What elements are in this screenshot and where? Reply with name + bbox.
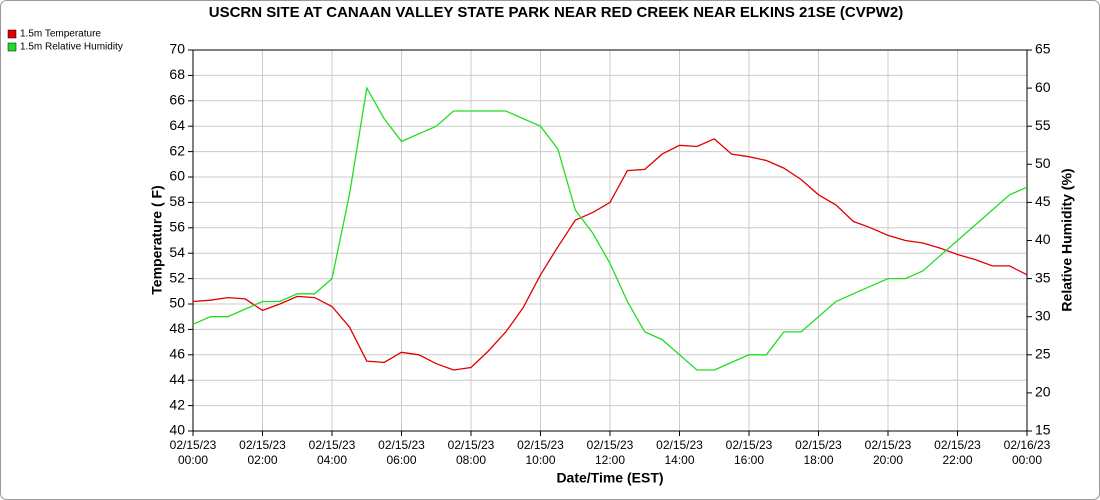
x-tick-label: 02/16/23 00:00: [1004, 438, 1051, 467]
y-tick-label: 56: [169, 219, 185, 235]
y-tick-label: 58: [169, 193, 185, 209]
legend-label: 1.5m Relative Humidity: [20, 42, 123, 53]
y-tick-label: 60: [169, 168, 185, 184]
x-tick-label: 02/15/23 14:00: [656, 438, 703, 467]
data-line: [192, 138, 1028, 371]
y2-tick-label: 40: [1035, 231, 1051, 247]
y2-tick-label: 55: [1035, 117, 1051, 133]
x-tick-label: 02/15/23 04:00: [309, 438, 356, 467]
y-tick-label: 54: [169, 244, 185, 260]
plot-border: [192, 49, 1028, 432]
y2-tick-label: 35: [1035, 269, 1051, 285]
y2-tick-label: 20: [1035, 384, 1051, 400]
legend-swatch: [7, 42, 17, 52]
y2-axis-label: Relative Humidity (%): [1059, 168, 1075, 311]
y-tick-label: 52: [169, 269, 185, 285]
y2-tick-label: 60: [1035, 79, 1051, 95]
legend-label: 1.5m Temperature: [20, 29, 101, 40]
x-tick-label: 02/15/23 08:00: [448, 438, 495, 467]
y2-tick-label: 30: [1035, 307, 1051, 323]
x-tick-label: 02/15/23 20:00: [865, 438, 912, 467]
x-axis-label: Date/Time (EST): [556, 470, 663, 486]
x-tick-label: 02/15/23 10:00: [517, 438, 564, 467]
y-tick-label: 62: [169, 142, 185, 158]
y-tick-label: 66: [169, 92, 185, 108]
y2-tick-label: 25: [1035, 346, 1051, 362]
y-axis-label: Temperature ( F): [149, 185, 165, 294]
y-tick-label: 40: [169, 422, 185, 438]
y-tick-label: 50: [169, 295, 185, 311]
y-tick-label: 46: [169, 346, 185, 362]
x-tick-label: 02/15/23 12:00: [587, 438, 634, 467]
y-tick-label: 70: [169, 41, 185, 57]
y-tick-label: 44: [169, 371, 185, 387]
x-tick-label: 02/15/23 02:00: [239, 438, 286, 467]
y2-tick-label: 45: [1035, 193, 1051, 209]
x-tick-label: 02/15/23 00:00: [170, 438, 217, 467]
y-tick-label: 48: [169, 320, 185, 336]
x-tick-label: 02/15/23 22:00: [934, 438, 981, 467]
y2-tick-label: 65: [1035, 41, 1051, 57]
x-tick-label: 02/15/23 18:00: [795, 438, 842, 467]
chart-title: USCRN SITE AT CANAAN VALLEY STATE PARK N…: [209, 4, 904, 21]
x-tick-label: 02/15/23 16:00: [726, 438, 773, 467]
y-tick-label: 68: [169, 66, 185, 82]
legend-swatch: [7, 29, 17, 39]
y2-tick-label: 50: [1035, 155, 1051, 171]
y2-tick-label: 15: [1035, 422, 1051, 438]
data-line: [192, 86, 1028, 371]
x-tick-label: 02/15/23 06:00: [378, 438, 425, 467]
y-tick-label: 64: [169, 117, 185, 133]
y-tick-label: 42: [169, 396, 185, 412]
